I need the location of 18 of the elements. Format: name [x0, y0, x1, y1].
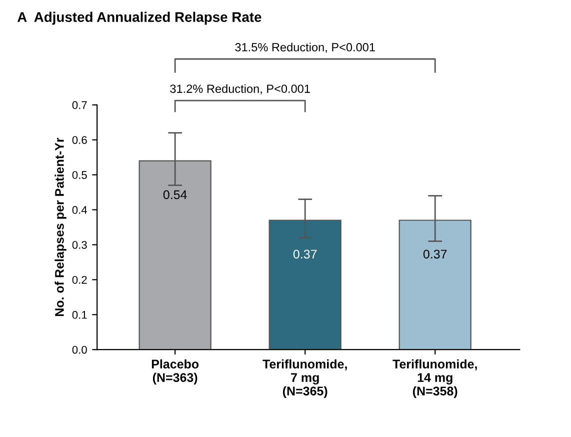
y-tick-label: 0.6 — [72, 136, 87, 144]
data-label: 0.54 — [163, 190, 187, 200]
chart-title: A Adjusted Annualized Relapse Rate — [17, 12, 262, 25]
y-tick-label: 0.1 — [72, 310, 87, 319]
x-tick-label: Teriflunomide, 14 mg (N=358) — [392, 359, 477, 398]
y-tick-label: 0.4 — [72, 206, 88, 214]
data-label: 0.37 — [293, 250, 317, 259]
y-tick-label: 0.0 — [72, 346, 87, 354]
y-tick-label: 0.2 — [72, 276, 87, 284]
y-tick-label: 0.3 — [72, 240, 87, 249]
data-label: 0.37 — [423, 250, 447, 259]
y-tick-label: 0.5 — [72, 171, 87, 179]
text: 31.2% Reduction, P<0.001 — [170, 84, 310, 94]
y-axis-title: No. of Relapses per Patient-Yr — [54, 138, 66, 316]
y-tick-label: 0.7 — [72, 101, 87, 110]
x-tick-label: Placebo (N=363) — [152, 359, 199, 384]
text: 31.5% Reduction, P<0.001 — [235, 42, 375, 53]
x-tick-label: Teriflunomide, 7 mg (N=365) — [262, 359, 347, 398]
